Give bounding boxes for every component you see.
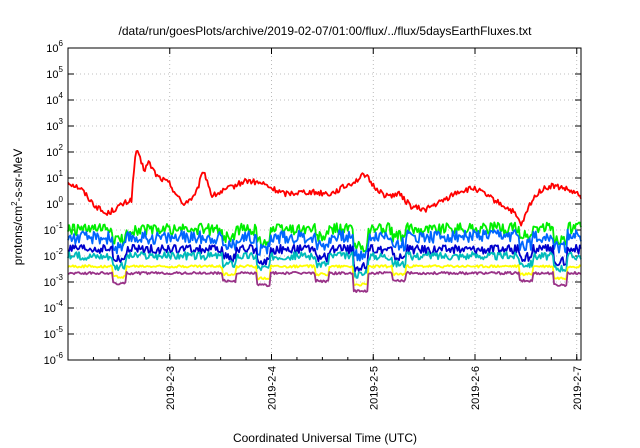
series-line-3 [67,228,582,262]
y-tick-label: 105 [46,65,63,81]
y-tick-label-exponent: -3 [56,273,64,282]
series-line-2 [67,221,582,253]
y-tick-label: 10-6 [44,351,64,367]
plot-frame [67,47,582,361]
y-tick-label: 10-2 [44,247,64,263]
x-axis-ticks: 2019-2-3 2019-2-4 2019-2-5 2019-2-6 2019-2-7 [67,48,584,410]
y-tick-label: 100 [46,195,63,211]
y-tick-label-base: 10 [46,69,58,81]
y-tick-label-base: 10 [44,277,56,289]
x-tick-label: 2019-2-7 [572,366,584,410]
y-tick-label-base: 10 [44,251,56,263]
y-tick-label: 10-4 [44,299,64,315]
y-tick-label-base: 10 [46,121,58,133]
y-axis-label-superscript: 2 [10,201,19,206]
y-tick-label-base: 10 [44,225,56,237]
y-tick-label-base: 10 [44,329,56,341]
y-tick-label: 103 [46,117,63,133]
y-tick-label-base: 10 [46,95,58,107]
y-axis-label-part-1: protons/cm [11,206,25,265]
y-axis-label-part-2: -s-sr-MeV [11,149,25,202]
series-line-4 [68,244,582,273]
y-tick-label-exponent: 3 [59,117,64,126]
series-line-1 [67,150,582,227]
y-axis-label: protons/cm2-s-sr-MeV [10,149,25,265]
y-tick-label-exponent: -4 [56,299,64,308]
series-line-5 [67,251,582,279]
grid-lines [68,48,581,360]
y-tick-label-exponent: 5 [59,65,64,74]
y-tick-label: 106 [46,39,63,55]
y-tick-label-exponent: -5 [56,325,64,334]
y-tick-label-base: 10 [44,355,56,367]
y-tick-label-exponent: 1 [59,169,64,178]
y-tick-label-exponent: 6 [59,39,64,48]
y-tick-label: 102 [46,143,63,159]
y-tick-label-exponent: 2 [59,143,64,152]
y-tick-label-base: 10 [44,303,56,315]
x-tick-label: 2019-2-5 [368,366,380,410]
y-tick-label: 101 [46,169,63,185]
y-tick-label-exponent: -1 [56,221,64,230]
series-line-6 [67,264,582,287]
x-tick-label: 2019-2-4 [267,366,279,410]
x-tick-label: 2019-2-6 [470,366,482,410]
y-tick-label: 10-1 [44,221,64,237]
series-line-7 [67,270,582,293]
y-axis-ticks: 10-610-510-410-310-210-11001011021031041… [44,39,581,367]
y-tick-label: 104 [46,91,63,107]
y-tick-label: 10-5 [44,325,64,341]
y-tick-label-exponent: -2 [56,247,64,256]
y-tick-label-exponent: 4 [59,91,64,100]
y-tick-label: 10-3 [44,273,64,289]
x-axis-label: Coordinated Universal Time (UTC) [233,431,417,445]
x-tick-label: 2019-2-3 [165,366,177,410]
y-tick-label-base: 10 [46,173,58,185]
y-tick-label-exponent: 0 [59,195,64,204]
y-tick-label-base: 10 [46,43,58,55]
y-tick-label-exponent: -6 [56,351,64,360]
series-lines [67,150,582,293]
chart-title: /data/run/goesPlots/archive/2019-02-07/0… [119,24,533,38]
y-tick-label-base: 10 [46,147,58,159]
y-tick-label-base: 10 [46,199,58,211]
